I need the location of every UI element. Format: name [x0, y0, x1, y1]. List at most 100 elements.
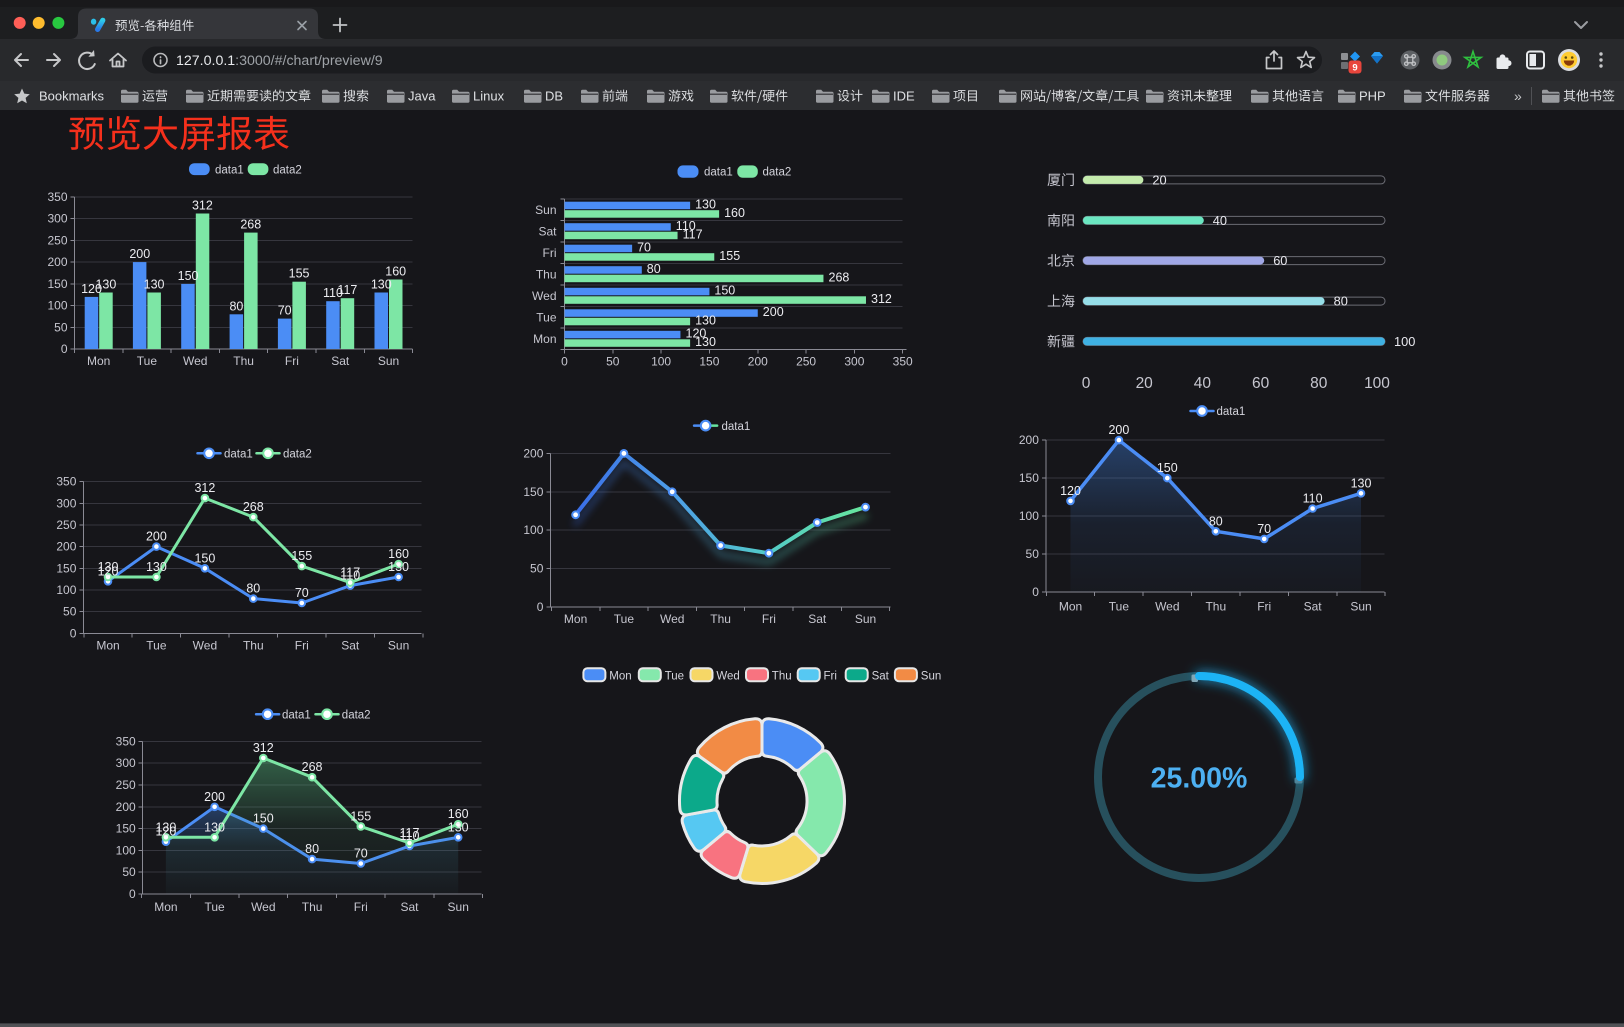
svg-text:150: 150	[523, 485, 543, 499]
svg-text:200: 200	[146, 530, 167, 544]
svg-text:Tue: Tue	[536, 310, 557, 324]
svg-text:155: 155	[289, 267, 310, 281]
svg-text:130: 130	[98, 560, 119, 574]
svg-text:Tue: Tue	[614, 612, 635, 626]
svg-text:Tue: Tue	[204, 900, 225, 914]
svg-text:Sat: Sat	[400, 900, 419, 914]
svg-text:70: 70	[278, 304, 292, 318]
svg-text:70: 70	[637, 240, 651, 254]
svg-text:100: 100	[47, 299, 67, 313]
svg-text:80: 80	[1334, 294, 1348, 309]
svg-text:0: 0	[537, 600, 544, 614]
svg-text:Thu: Thu	[710, 612, 731, 626]
svg-text:300: 300	[844, 355, 864, 369]
svg-text:155: 155	[291, 549, 312, 563]
svg-text:data2: data2	[763, 167, 792, 179]
svg-text:150: 150	[47, 277, 67, 291]
svg-text:Sun: Sun	[921, 670, 941, 682]
svg-text:data1: data1	[1217, 406, 1246, 418]
svg-text:60: 60	[1273, 253, 1287, 268]
svg-text:350: 350	[56, 475, 76, 489]
svg-text:268: 268	[302, 760, 323, 774]
svg-text:200: 200	[129, 247, 150, 261]
svg-text:110: 110	[1303, 492, 1323, 506]
svg-text:100: 100	[56, 583, 76, 597]
svg-text:70: 70	[1257, 522, 1271, 536]
svg-text:110: 110	[323, 286, 343, 300]
svg-text:IDE: IDE	[893, 89, 915, 104]
svg-text:Thu: Thu	[772, 670, 792, 682]
svg-text:Wed: Wed	[183, 354, 207, 368]
svg-text:Sun: Sun	[388, 638, 409, 652]
svg-text:100: 100	[651, 355, 671, 369]
svg-text:80: 80	[229, 299, 243, 313]
svg-text:117: 117	[337, 283, 357, 297]
svg-text:120: 120	[155, 825, 176, 839]
svg-text:130: 130	[1351, 476, 1372, 490]
svg-text:PHP: PHP	[1359, 89, 1386, 104]
svg-text:130: 130	[371, 278, 392, 292]
svg-text:Mon: Mon	[154, 900, 177, 914]
svg-text:Wed: Wed	[251, 900, 275, 914]
svg-text:0: 0	[561, 355, 568, 369]
svg-text:20: 20	[1136, 375, 1154, 392]
svg-text:0: 0	[61, 342, 68, 356]
svg-text:0: 0	[1032, 585, 1039, 599]
svg-text:120: 120	[81, 282, 102, 296]
svg-text:Mon: Mon	[564, 612, 587, 626]
svg-text:50: 50	[54, 320, 68, 334]
svg-text:Fri: Fri	[285, 354, 299, 368]
svg-text:117: 117	[683, 227, 703, 241]
svg-text:0: 0	[129, 887, 136, 901]
svg-text:Thu: Thu	[1205, 599, 1226, 613]
svg-text:200: 200	[56, 540, 76, 554]
svg-text:268: 268	[240, 218, 261, 232]
svg-text:data1: data1	[704, 167, 733, 179]
svg-text:Mon: Mon	[609, 670, 631, 682]
svg-text:50: 50	[606, 355, 620, 369]
svg-text:Mon: Mon	[87, 354, 110, 368]
svg-text:268: 268	[243, 500, 264, 514]
svg-text:150: 150	[1019, 471, 1039, 485]
svg-text:200: 200	[523, 446, 543, 460]
svg-text:120: 120	[686, 326, 707, 340]
svg-text:Wed: Wed	[716, 670, 739, 682]
svg-text:Tue: Tue	[146, 638, 167, 652]
svg-text:150: 150	[116, 822, 136, 836]
svg-text:25.00%: 25.00%	[1151, 763, 1248, 795]
svg-text:110: 110	[400, 829, 420, 843]
svg-text:300: 300	[116, 756, 136, 770]
svg-text:130: 130	[695, 197, 716, 211]
svg-text:Fri: Fri	[824, 670, 837, 682]
svg-text:150: 150	[699, 355, 719, 369]
svg-text:312: 312	[194, 481, 215, 495]
svg-text:200: 200	[763, 305, 784, 319]
svg-text:Wed: Wed	[1155, 599, 1179, 613]
svg-text:150: 150	[1157, 461, 1178, 475]
svg-text:100: 100	[523, 523, 543, 537]
svg-text:312: 312	[871, 292, 892, 306]
svg-text:200: 200	[1019, 433, 1039, 447]
svg-text:200: 200	[748, 355, 768, 369]
svg-text:100: 100	[1394, 334, 1415, 349]
svg-text:Tue: Tue	[1109, 599, 1130, 613]
svg-text:155: 155	[350, 809, 371, 823]
svg-text:data1: data1	[722, 421, 751, 433]
svg-text:Bookmarks: Bookmarks	[39, 89, 105, 104]
svg-text:120: 120	[1060, 484, 1081, 498]
svg-text:70: 70	[295, 586, 309, 600]
svg-text:Fri: Fri	[543, 246, 557, 260]
svg-text:130: 130	[448, 820, 469, 834]
svg-text:data2: data2	[342, 709, 371, 721]
svg-text:Fri: Fri	[295, 638, 309, 652]
svg-text:150: 150	[253, 812, 274, 826]
svg-text:312: 312	[253, 741, 274, 755]
svg-text:350: 350	[47, 190, 67, 204]
svg-text:155: 155	[719, 249, 740, 263]
svg-text:80: 80	[246, 582, 260, 596]
svg-text:Tue: Tue	[137, 354, 158, 368]
svg-text:250: 250	[47, 233, 67, 247]
svg-text:80: 80	[1209, 514, 1223, 528]
svg-text:130: 130	[204, 820, 225, 834]
svg-text:130: 130	[144, 278, 165, 292]
